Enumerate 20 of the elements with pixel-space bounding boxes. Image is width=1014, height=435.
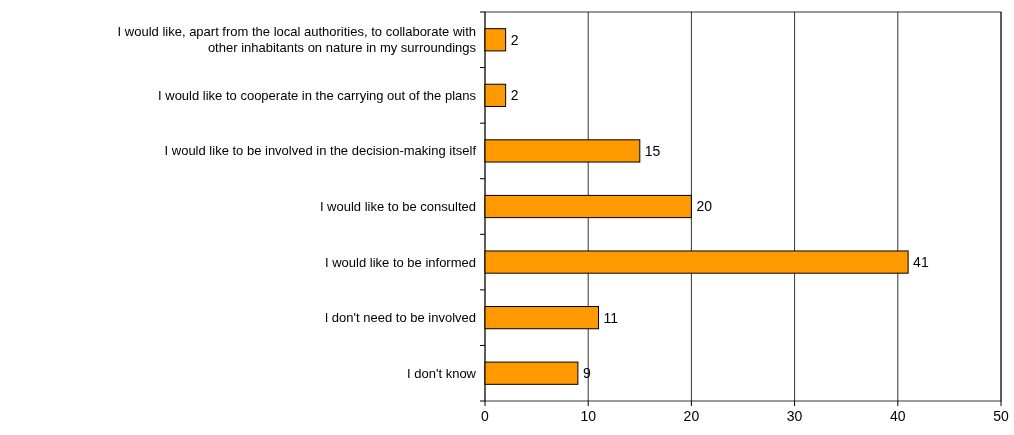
y-tick-label: I would like to cooperate in the carrying out of the plans xyxy=(158,87,477,103)
x-tick-label: 20 xyxy=(683,408,700,424)
y-tick-label: I would like to be informed xyxy=(324,254,476,270)
y-tick-label: I would like, apart from the local authorities, to collaborate with other inhabitants on nature in my surroundings xyxy=(117,24,477,55)
y-tick-label: I would like to be involved in the decision-making itself xyxy=(164,143,477,159)
x-tick-label: 10 xyxy=(580,408,597,424)
data-label: 11 xyxy=(603,309,619,326)
x-tick-label: 40 xyxy=(890,408,906,424)
data-label: 2 xyxy=(510,31,519,48)
data-label: 2 xyxy=(510,87,519,104)
x-tick-label: 0 xyxy=(481,408,490,424)
data-label: 15 xyxy=(644,142,661,159)
y-tick-label: I don't need to be involved xyxy=(324,310,476,326)
data-label: 20 xyxy=(696,198,713,215)
x-tick-label: 30 xyxy=(786,408,803,424)
data-label: 9 xyxy=(582,365,591,382)
data-label: 41 xyxy=(913,253,929,270)
x-tick-label: 50 xyxy=(993,408,1009,424)
y-tick-label: I don't know xyxy=(407,365,477,381)
y-tick-label: I would like to be consulted xyxy=(319,199,476,215)
